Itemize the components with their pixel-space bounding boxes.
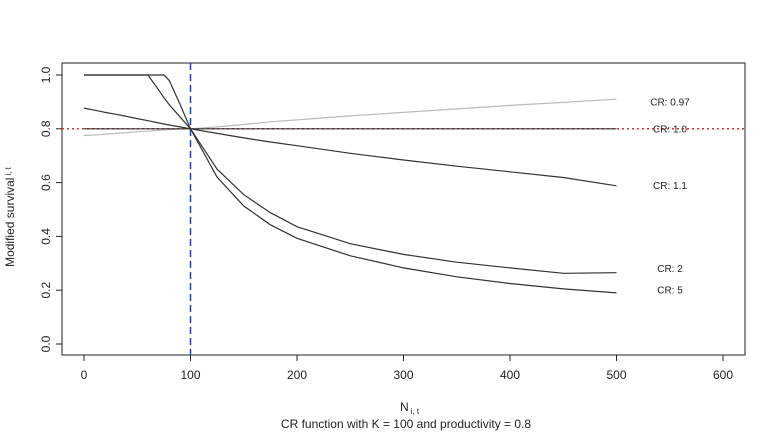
y-tick-label: 0.4	[39, 228, 53, 245]
series-label: CR: 0.97	[650, 97, 690, 108]
y-tick-label: 0.0	[39, 335, 53, 352]
series-line	[83, 107, 617, 187]
series-label: CR: 1.0	[653, 124, 687, 135]
x-tick-label: 0	[81, 368, 88, 382]
x-tick-label: 100	[180, 368, 200, 382]
series-label: CR: 2	[657, 264, 683, 275]
y-tick-label: 0.2	[39, 282, 53, 299]
x-tick-label: 600	[713, 368, 733, 382]
series-label: CR: 5	[657, 286, 683, 297]
plot-frame	[61, 62, 746, 356]
x-tick-label: 200	[287, 368, 307, 382]
y-tick-label: 0.8	[39, 120, 53, 137]
series-line	[84, 74, 617, 294]
chart-caption: CR function with K = 100 and productivit…	[281, 417, 531, 431]
x-tick-label: 300	[393, 368, 413, 382]
x-tick-label: 400	[500, 368, 520, 382]
series-line	[83, 98, 617, 137]
y-tick-label: 1.0	[39, 66, 53, 83]
y-axis-title: Modified survivali, t	[3, 166, 17, 267]
series-label: CR: 1.1	[653, 181, 687, 192]
y-tick-label: 0.6	[39, 174, 53, 191]
x-tick-label: 500	[606, 368, 626, 382]
